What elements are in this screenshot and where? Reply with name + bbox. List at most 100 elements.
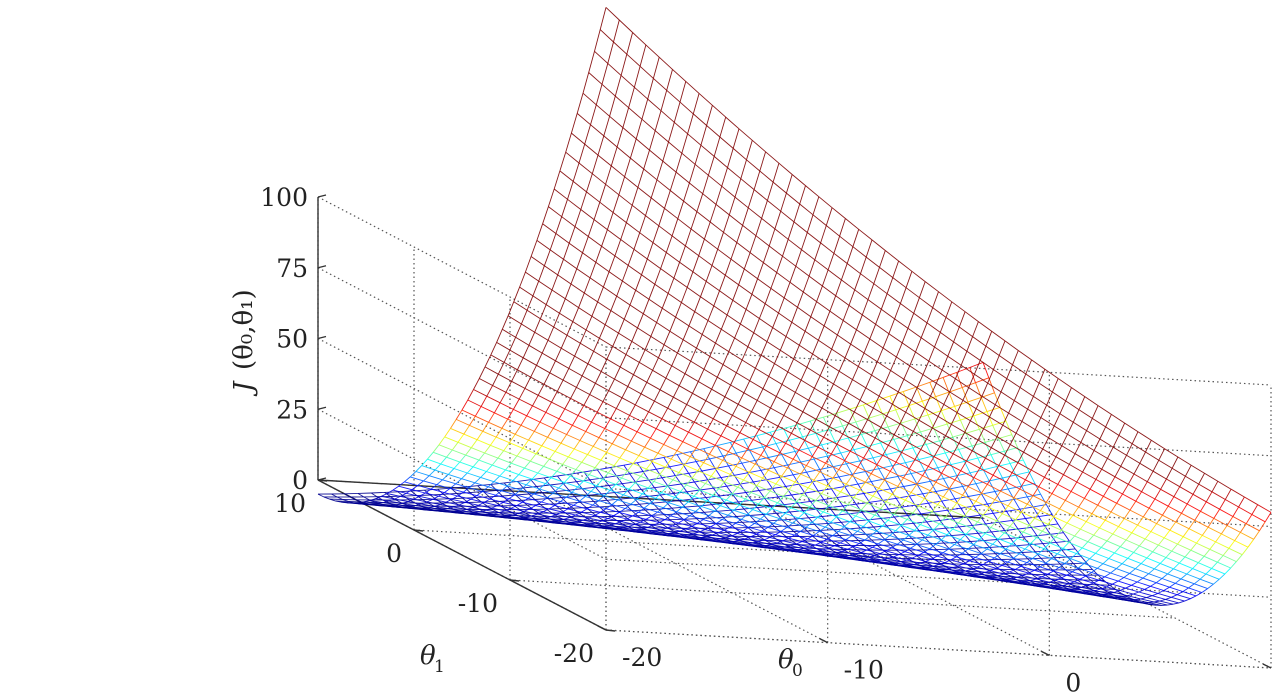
mesh-segment	[646, 461, 653, 470]
mesh-segment	[985, 345, 1000, 356]
mesh-segment	[616, 408, 630, 416]
mesh-segment	[1140, 597, 1147, 600]
mesh-segment	[935, 491, 943, 502]
mesh-segment	[856, 558, 871, 562]
mesh-segment	[486, 464, 493, 472]
mesh-segment	[636, 498, 651, 504]
mesh-segment	[971, 521, 978, 529]
mesh-segment	[716, 460, 724, 469]
mesh-segment	[1063, 464, 1070, 475]
mesh-segment	[748, 207, 762, 219]
mesh-segment	[478, 501, 485, 506]
mesh-segment	[931, 504, 939, 513]
mesh-segment	[981, 553, 989, 561]
mesh-segment	[616, 127, 624, 148]
mesh-segment	[564, 398, 571, 410]
mesh-segment	[809, 500, 817, 508]
mesh-segment	[786, 522, 793, 528]
mesh-segment	[914, 418, 921, 433]
mesh-segment	[1108, 591, 1115, 595]
mesh-segment	[967, 574, 981, 578]
y-tick-mark	[509, 579, 520, 582]
mesh-segment	[869, 502, 876, 511]
mesh-segment	[1013, 557, 1027, 564]
mesh-segment	[959, 533, 967, 540]
mesh-segment	[1133, 551, 1148, 559]
mesh-segment	[791, 174, 806, 186]
mesh-segment	[593, 202, 601, 220]
mesh-segment	[687, 495, 695, 503]
mesh-segment	[966, 516, 973, 526]
mesh-segment	[571, 486, 579, 493]
mesh-segment	[697, 369, 705, 382]
mesh-segment	[840, 542, 854, 548]
mesh-segment	[872, 543, 879, 548]
mesh-segment	[565, 491, 573, 498]
mesh-segment	[421, 501, 428, 505]
mesh-segment	[455, 478, 462, 485]
mesh-segment	[461, 399, 469, 411]
mesh-segment	[837, 495, 851, 499]
mesh-segment	[938, 562, 945, 566]
mesh-segment	[650, 459, 657, 470]
mesh-segment	[733, 509, 748, 516]
mesh-segment	[582, 92, 597, 106]
mesh-segment	[486, 385, 493, 397]
mesh-segment	[592, 500, 599, 506]
mesh-segment	[1043, 548, 1058, 555]
mesh-segment	[484, 501, 498, 506]
mesh-segment	[716, 519, 723, 524]
mesh-segment	[906, 518, 921, 526]
mesh-segment	[663, 457, 670, 468]
mesh-segment	[851, 530, 858, 537]
mesh-segment	[1140, 598, 1155, 603]
mesh-segment	[1097, 567, 1111, 574]
mesh-segment	[605, 504, 613, 510]
mesh-segment	[621, 521, 635, 525]
mesh-segment	[596, 104, 610, 117]
mesh-segment	[691, 525, 706, 531]
mesh-segment	[975, 556, 989, 562]
mesh-segment	[1158, 544, 1172, 552]
mesh-segment	[567, 198, 582, 210]
mesh-segment	[895, 452, 903, 463]
mesh-segment	[517, 479, 531, 482]
mesh-segment	[804, 330, 819, 341]
mesh-segment	[404, 481, 418, 486]
mesh-segment	[766, 181, 774, 201]
mesh-segment	[789, 489, 803, 496]
mesh-segment	[605, 183, 620, 196]
mesh-segment	[671, 458, 685, 466]
mesh-segment	[661, 529, 675, 534]
mesh-segment	[1128, 483, 1142, 493]
mesh-segment	[738, 284, 753, 295]
mesh-segment	[900, 303, 914, 314]
mesh-segment	[1025, 469, 1032, 481]
mesh-segment	[530, 376, 545, 385]
mesh-segment	[787, 371, 802, 381]
mesh-segment	[784, 507, 792, 514]
mesh-segment	[945, 516, 959, 524]
mesh-segment	[961, 548, 969, 554]
mesh-segment	[1213, 578, 1220, 585]
mesh-segment	[644, 509, 652, 516]
mesh-segment	[905, 271, 913, 288]
mesh-segment	[852, 379, 867, 389]
mesh-segment	[843, 526, 858, 532]
mesh-segment	[876, 400, 883, 415]
mesh-segment	[704, 529, 719, 534]
mesh-segment	[432, 444, 440, 453]
mesh-segment	[661, 407, 669, 419]
mesh-segment	[948, 544, 955, 550]
mesh-segment	[838, 526, 845, 532]
mesh-segment	[496, 329, 503, 343]
mesh-segment	[792, 458, 807, 467]
mesh-segment	[463, 491, 477, 497]
mesh-segment	[348, 501, 362, 503]
mesh-segment	[996, 539, 1004, 547]
mesh-segment	[879, 550, 886, 554]
mesh-segment	[520, 484, 527, 491]
mesh-segment	[944, 559, 951, 564]
mesh-segment	[1080, 528, 1094, 536]
mesh-segment	[751, 278, 759, 295]
